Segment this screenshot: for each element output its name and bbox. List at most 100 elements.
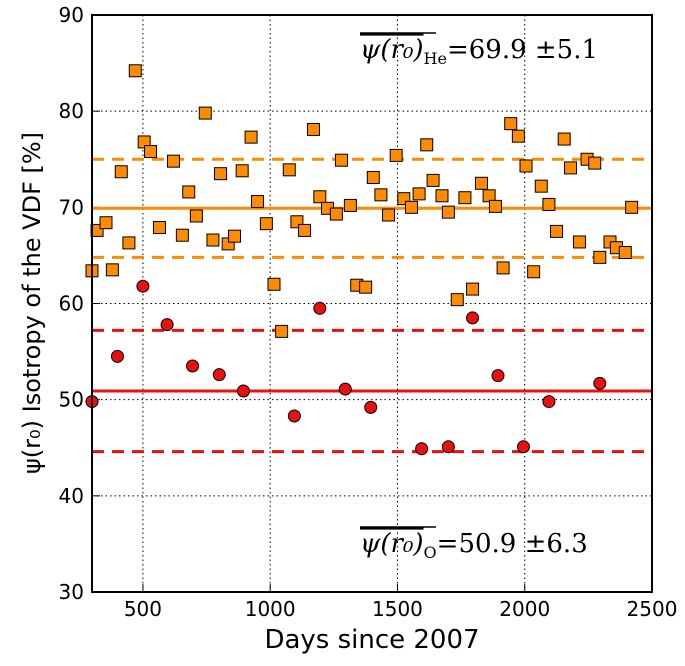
marker (259, 217, 273, 231)
y-tick-label: 50 (59, 388, 84, 412)
marker (415, 442, 429, 456)
marker (136, 279, 150, 293)
marker (458, 191, 472, 205)
annotation-symbol: ψ(r₀) (360, 529, 424, 559)
marker (504, 117, 518, 131)
marker (359, 280, 373, 294)
marker (212, 368, 226, 382)
marker (527, 265, 541, 279)
marker (364, 400, 378, 414)
marker (105, 263, 119, 277)
marker (564, 161, 578, 175)
marker (343, 198, 357, 212)
marker (450, 293, 464, 307)
marker (412, 187, 426, 201)
marker (152, 221, 166, 235)
marker (313, 190, 327, 204)
marker (144, 145, 158, 159)
x-tick-label: 1500 (372, 597, 423, 621)
annotation: ψ(r₀)O=50.9 ±6.3 (360, 529, 588, 562)
marker (282, 163, 296, 177)
marker (389, 148, 403, 162)
annotation-symbol: ψ(r₀) (360, 35, 424, 65)
marker (374, 188, 388, 202)
x-tick-label: 2000 (499, 597, 550, 621)
annotation-value: =50.9 ±6.3 (437, 529, 588, 559)
marker (542, 395, 556, 409)
annotation: ψ(r₀)He=69.9 ±5.1 (360, 35, 598, 68)
marker (313, 301, 327, 315)
marker (435, 189, 449, 203)
y-tick-label: 30 (59, 580, 84, 604)
marker (228, 229, 242, 243)
y-tick-label: 80 (59, 99, 84, 123)
marker (235, 164, 249, 178)
marker (298, 223, 312, 237)
marker (99, 216, 113, 230)
y-tick-label: 40 (59, 484, 84, 508)
marker (588, 156, 602, 170)
marker (166, 154, 180, 168)
marker (306, 122, 320, 136)
marker (110, 349, 124, 363)
y-tick-label: 60 (59, 292, 84, 316)
y-axis-label: ψ(r₀) Isotropy of the VDF [%] (18, 132, 46, 474)
marker (625, 200, 639, 214)
marker (488, 199, 502, 213)
marker (244, 130, 258, 144)
marker (334, 153, 348, 167)
marker (557, 132, 571, 146)
marker (128, 64, 142, 78)
y-tick-label: 90 (59, 3, 84, 27)
marker (441, 440, 455, 454)
marker (366, 171, 380, 185)
marker (175, 228, 189, 242)
marker (519, 159, 533, 173)
marker (206, 233, 220, 247)
x-axis-label: Days since 2007 (264, 625, 479, 655)
marker (572, 235, 586, 249)
x-tick-label: 500 (124, 597, 162, 621)
marker (534, 179, 548, 193)
marker (516, 440, 530, 454)
marker (593, 376, 607, 390)
marker (382, 208, 396, 222)
marker (542, 197, 556, 211)
marker (404, 200, 418, 214)
marker (267, 277, 281, 291)
marker (466, 311, 480, 325)
y-tick-label: 70 (59, 195, 84, 219)
marker (122, 236, 136, 250)
marker (214, 167, 228, 181)
marker (593, 250, 607, 264)
marker (182, 185, 196, 199)
marker (287, 409, 301, 423)
marker (250, 195, 264, 209)
marker (189, 209, 203, 223)
marker (114, 165, 128, 179)
x-tick-label: 2500 (627, 597, 678, 621)
marker (338, 382, 352, 396)
marker (441, 205, 455, 219)
marker (329, 207, 343, 221)
marker (466, 282, 480, 296)
marker (491, 369, 505, 383)
marker (496, 261, 510, 275)
marker (618, 246, 632, 260)
annotation-value: =69.9 ±5.1 (447, 35, 598, 65)
marker (275, 324, 289, 338)
annotation-subscript: O (424, 543, 437, 562)
marker (198, 106, 212, 120)
marker (236, 384, 250, 398)
marker (550, 224, 564, 238)
annotation-subscript: He (424, 49, 447, 68)
marker (160, 318, 174, 332)
marker (186, 359, 200, 373)
marker (420, 138, 434, 152)
plot-frame (91, 14, 653, 593)
marker (426, 173, 440, 187)
marker (474, 176, 488, 190)
marker (511, 129, 525, 143)
x-tick-label: 1000 (245, 597, 296, 621)
